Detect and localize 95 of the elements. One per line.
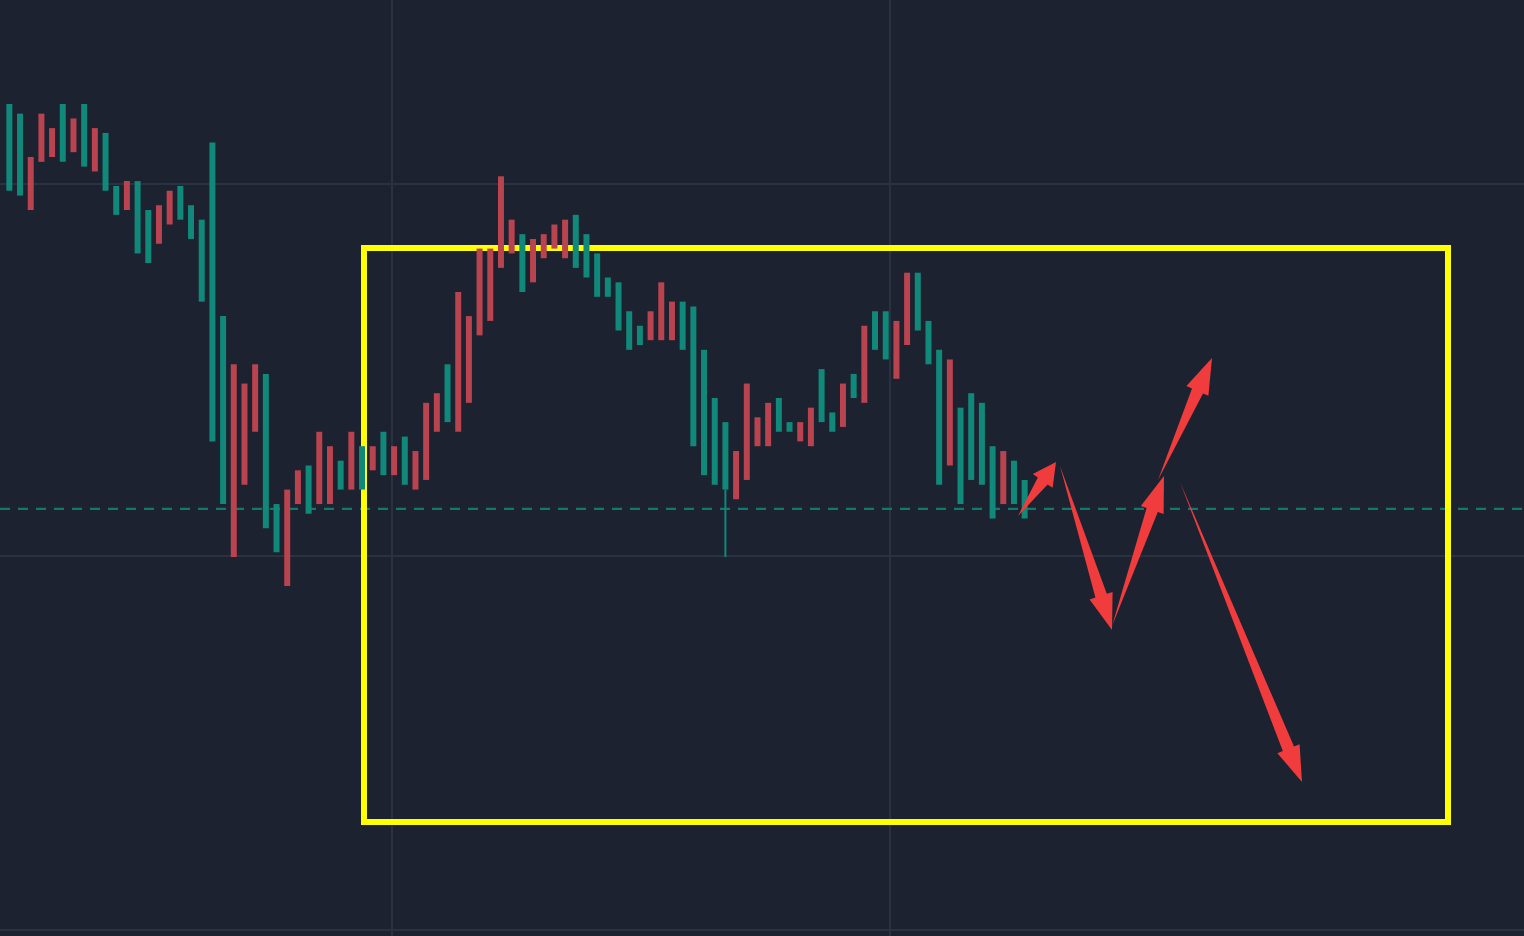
candlestick bbox=[754, 417, 761, 447]
candlestick bbox=[636, 325, 643, 345]
candlestick bbox=[807, 407, 814, 447]
candlestick bbox=[615, 282, 622, 331]
candlestick bbox=[508, 219, 515, 254]
candlestick bbox=[968, 393, 975, 480]
candlestick bbox=[626, 311, 633, 350]
candlestick bbox=[540, 234, 547, 259]
candlestick bbox=[166, 190, 173, 225]
candlestick bbox=[839, 383, 846, 427]
candlestick bbox=[294, 470, 301, 505]
candlestick bbox=[583, 234, 590, 278]
candlestick bbox=[562, 219, 569, 259]
candlestick bbox=[572, 214, 579, 268]
candlestick bbox=[455, 291, 462, 432]
candlestick bbox=[733, 451, 740, 500]
candlestick bbox=[989, 446, 996, 519]
candlestick bbox=[17, 113, 24, 196]
candlestick bbox=[829, 412, 836, 432]
candlestick bbox=[797, 422, 804, 442]
candlestick bbox=[1010, 460, 1017, 505]
candlestick bbox=[81, 104, 88, 167]
candlestick bbox=[27, 157, 34, 211]
candlestick bbox=[711, 398, 718, 485]
candlestick bbox=[198, 219, 205, 302]
candlestick bbox=[252, 364, 259, 432]
candlestick bbox=[1000, 451, 1007, 505]
candlestick bbox=[722, 422, 729, 558]
candlestick bbox=[882, 311, 889, 360]
candlestick bbox=[551, 224, 558, 249]
candlestick bbox=[316, 431, 323, 505]
candlestick bbox=[401, 436, 408, 485]
candlestick bbox=[433, 393, 440, 432]
candlestick bbox=[765, 402, 772, 447]
candlestick bbox=[220, 316, 227, 505]
candlestick bbox=[49, 128, 56, 158]
candlestick bbox=[936, 349, 943, 485]
candlestick bbox=[337, 460, 344, 490]
candlestick bbox=[423, 402, 430, 480]
candlestick bbox=[925, 320, 932, 365]
candlestick bbox=[123, 181, 130, 211]
candlestick bbox=[465, 316, 472, 403]
candlestick bbox=[872, 311, 879, 350]
candlestick bbox=[444, 364, 451, 423]
candlestick bbox=[359, 446, 366, 490]
candlestick bbox=[476, 248, 483, 336]
candlestick bbox=[262, 373, 269, 529]
candlestick bbox=[145, 210, 152, 264]
candlestick bbox=[690, 306, 697, 447]
candlestick bbox=[946, 359, 953, 466]
candlestick bbox=[647, 311, 654, 341]
candlestick bbox=[658, 282, 665, 341]
candlestick bbox=[369, 446, 376, 471]
candlestick bbox=[38, 113, 45, 162]
candlestick bbox=[904, 272, 911, 345]
candlestick bbox=[6, 104, 13, 191]
candlestick bbox=[679, 301, 686, 350]
candlestick bbox=[380, 431, 387, 476]
candlestick bbox=[391, 446, 398, 476]
candlestick bbox=[978, 402, 985, 485]
candlestick bbox=[241, 383, 248, 485]
candlestick bbox=[59, 104, 66, 162]
candlestick bbox=[850, 373, 857, 399]
candlestick bbox=[326, 446, 333, 505]
candlestick bbox=[701, 349, 708, 476]
candlestick bbox=[957, 407, 964, 505]
candlestick bbox=[155, 205, 162, 244]
candlestick bbox=[91, 128, 98, 172]
candlestick bbox=[668, 301, 675, 341]
candlestick bbox=[177, 185, 184, 220]
candlestick bbox=[786, 422, 793, 432]
candlestick bbox=[487, 248, 494, 321]
candlestick bbox=[134, 181, 141, 254]
candlestick bbox=[775, 398, 782, 432]
candlestick bbox=[893, 320, 900, 379]
candlestick bbox=[861, 325, 868, 403]
candlestick bbox=[914, 272, 921, 331]
candlestick bbox=[348, 431, 355, 490]
candlestick bbox=[305, 465, 312, 514]
candlestick bbox=[412, 451, 419, 490]
candlestick bbox=[519, 234, 526, 292]
candlestick bbox=[284, 489, 291, 586]
candlestick bbox=[818, 369, 825, 423]
candlestick bbox=[70, 118, 77, 153]
candlestick bbox=[113, 185, 120, 215]
candlestick bbox=[273, 504, 280, 553]
candlestick bbox=[743, 383, 750, 480]
candlestick bbox=[604, 277, 611, 297]
candlestick bbox=[209, 142, 216, 442]
candlestick bbox=[530, 238, 537, 283]
candlestick bbox=[594, 253, 601, 297]
candlestick bbox=[497, 176, 504, 268]
candlestick bbox=[230, 364, 237, 558]
candlestick bbox=[102, 132, 109, 191]
candlestick bbox=[188, 205, 195, 239]
